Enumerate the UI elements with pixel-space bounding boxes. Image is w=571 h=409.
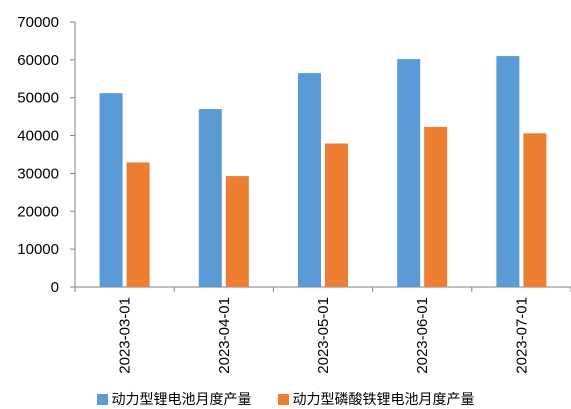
x-tick-label: 2023-03-01 <box>117 297 134 374</box>
x-tick-label: 2023-06-01 <box>414 297 431 374</box>
bar-chart: 0 10000 20000 30000 40000 50000 60000 70000 202… <box>17 14 571 374</box>
x-tick-label: 2023-04-01 <box>216 297 233 374</box>
bar-series-2 <box>126 162 150 287</box>
x-tick-label: 2023-07-01 <box>513 297 530 374</box>
legend-swatch-series-2 <box>277 393 289 405</box>
bar-series-1 <box>99 93 123 288</box>
bar-series-2 <box>523 133 547 287</box>
y-tick-label: 40000 <box>17 128 59 145</box>
legend-label-series-2: 动力型磷酸铁锂电池月度产量 <box>292 392 475 408</box>
bars <box>99 56 547 288</box>
bar-series-2 <box>225 176 249 287</box>
bar-series-1 <box>298 73 321 287</box>
y-tick-label: 50000 <box>17 90 59 107</box>
bar-series-2 <box>424 126 448 287</box>
y-tick-label: 20000 <box>17 203 59 220</box>
legend-item-series-2: 动力型磷酸铁锂电池月度产量 <box>277 389 475 409</box>
bar-series-1 <box>198 109 222 287</box>
y-tick-label: 60000 <box>17 52 59 69</box>
y-tick-label: 30000 <box>17 165 59 182</box>
legend-label-series-1: 动力型锂电池月度产量 <box>111 392 252 408</box>
y-tick-label: 10000 <box>17 241 59 258</box>
legend-swatch-series-1 <box>96 393 108 405</box>
x-axis: 2023-03-01 2023-04-01 2023-05-01 2023-06-01… <box>74 286 571 374</box>
bar-series-1 <box>397 59 421 287</box>
legend-item-series-1: 动力型锂电池月度产量 <box>96 389 252 409</box>
bar-series-1 <box>496 56 520 288</box>
y-tick-label: 70000 <box>17 14 59 31</box>
y-tick-label: 0 <box>51 279 59 296</box>
bar-series-2 <box>325 143 348 287</box>
legend: 动力型锂电池月度产量 动力型磷酸铁锂电池月度产量 <box>0 389 571 409</box>
y-axis: 0 10000 20000 30000 40000 50000 60000 70000 <box>17 14 76 296</box>
x-tick-label: 2023-05-01 <box>315 297 332 374</box>
